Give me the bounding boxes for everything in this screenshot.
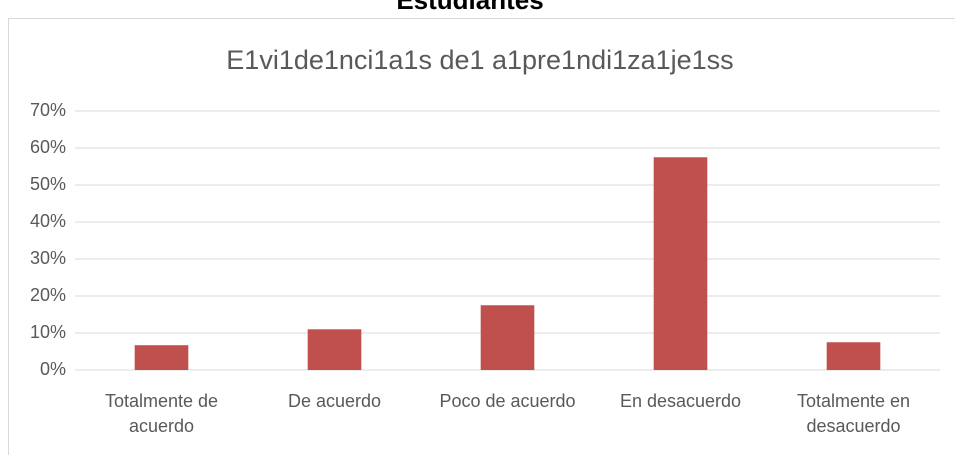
y-tick-label: 40% — [30, 211, 66, 231]
bar — [826, 342, 881, 370]
bar — [134, 345, 189, 370]
y-tick-label: 60% — [30, 137, 66, 157]
x-tick-label: Poco de acuerdo — [439, 391, 576, 411]
y-tick-label: 50% — [30, 174, 66, 194]
y-tick-label: 70% — [30, 100, 66, 120]
bar — [307, 329, 362, 370]
bar — [480, 305, 535, 370]
bar — [653, 157, 708, 370]
x-tick-label: Totalmente de acuerdo — [104, 391, 219, 436]
y-tick-label: 0% — [40, 359, 66, 379]
x-tick-label: De acuerdo — [287, 391, 382, 411]
header: Estudiantes — [396, 0, 543, 15]
y-tick-label: 30% — [30, 248, 66, 268]
x-tick-label: Totalmente en desacuerdo — [796, 391, 911, 436]
y-tick-label: 10% — [30, 322, 66, 342]
x-tick-label: En desacuerdo — [619, 391, 742, 411]
chart-frame — [8, 18, 955, 455]
chart-title: E1vi1de1nci1a1s de1 a1pre1ndi1za1je1ss — [226, 45, 733, 75]
y-tick-label: 20% — [30, 285, 66, 305]
